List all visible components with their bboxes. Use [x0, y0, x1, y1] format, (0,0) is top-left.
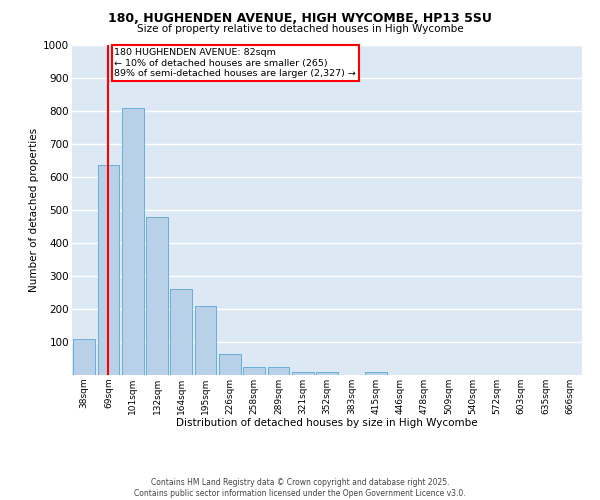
Bar	[170, 289, 192, 375]
Text: Contains HM Land Registry data © Crown copyright and database right 2025.
Contai: Contains HM Land Registry data © Crown c…	[134, 478, 466, 498]
Bar	[365, 372, 386, 375]
Bar	[122, 108, 143, 375]
X-axis label: Distribution of detached houses by size in High Wycombe: Distribution of detached houses by size …	[176, 418, 478, 428]
Bar	[73, 338, 95, 375]
Text: 180 HUGHENDEN AVENUE: 82sqm
← 10% of detached houses are smaller (265)
89% of se: 180 HUGHENDEN AVENUE: 82sqm ← 10% of det…	[115, 48, 356, 78]
Text: Size of property relative to detached houses in High Wycombe: Size of property relative to detached ho…	[137, 24, 463, 34]
Bar	[268, 367, 289, 375]
Bar	[316, 372, 338, 375]
Text: 180, HUGHENDEN AVENUE, HIGH WYCOMBE, HP13 5SU: 180, HUGHENDEN AVENUE, HIGH WYCOMBE, HP1…	[108, 12, 492, 26]
Bar	[292, 372, 314, 375]
Bar	[219, 354, 241, 375]
Y-axis label: Number of detached properties: Number of detached properties	[29, 128, 39, 292]
Bar	[146, 216, 168, 375]
Bar	[243, 367, 265, 375]
Bar	[97, 166, 119, 375]
Bar	[194, 306, 217, 375]
